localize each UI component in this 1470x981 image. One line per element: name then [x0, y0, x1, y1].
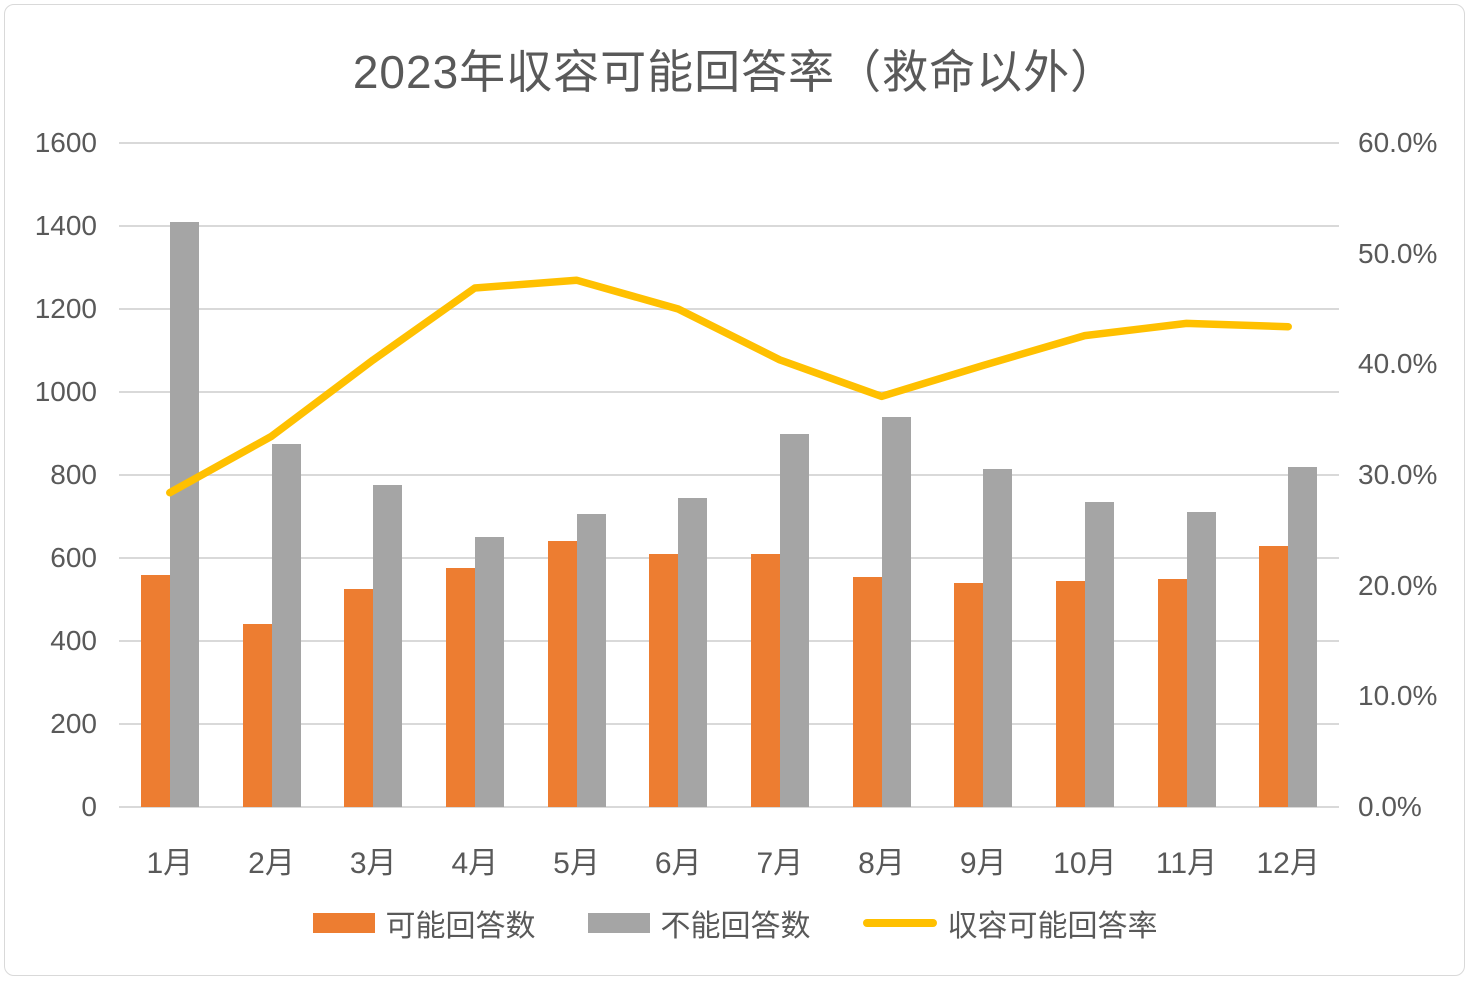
bar-impossible-answers — [678, 497, 708, 807]
legend-line-swatch-icon — [862, 919, 937, 927]
gridline — [119, 308, 1339, 310]
bar-impossible-answers — [1288, 466, 1318, 807]
x-axis-label: 7月 — [756, 847, 804, 880]
bar-possible-answers — [750, 553, 780, 807]
legend-item-rate: 収容可能回答率 — [862, 901, 1158, 945]
left-axis-tick: 1200 — [34, 293, 97, 324]
legend-label: 収容可能回答率 — [947, 910, 1158, 943]
left-axis-tick: 600 — [50, 542, 97, 573]
bar-possible-answers — [852, 576, 882, 807]
x-axis-label: 5月 — [553, 847, 600, 880]
legend: 可能回答数 不能回答数 収容可能回答率 — [0, 901, 1470, 945]
bar-possible-answers — [649, 553, 679, 807]
right-axis-tick: 20.0% — [1358, 569, 1438, 601]
gridline — [119, 557, 1339, 559]
bar-possible-answers — [140, 574, 170, 807]
gridline — [119, 391, 1339, 393]
chart-title: 2023年収容可能回答率（救命以外） — [352, 46, 1118, 98]
x-axis-label: 2月 — [248, 847, 295, 880]
legend-bar-swatch-icon — [587, 913, 650, 933]
x-axis-line — [119, 806, 1339, 808]
x-axis-label: 12月 — [1256, 847, 1320, 880]
bar-impossible-answers — [373, 485, 403, 807]
chart-frame — [4, 4, 1465, 976]
gridline — [119, 474, 1339, 476]
gridline — [119, 142, 1339, 144]
left-axis-tick: 1600 — [34, 127, 97, 158]
legend-item-impossible: 不能回答数 — [587, 901, 811, 945]
x-axis-label: 4月 — [451, 847, 499, 880]
bar-impossible-answers — [169, 221, 199, 807]
x-axis-label: 3月 — [349, 847, 397, 880]
bar-impossible-answers — [474, 537, 504, 807]
x-axis-label: 9月 — [959, 847, 1007, 880]
left-axis-tick: 200 — [50, 708, 97, 739]
x-axis-label: 10月 — [1053, 847, 1117, 880]
left-axis-tick: 800 — [50, 459, 97, 490]
bar-impossible-answers — [1186, 512, 1216, 807]
right-axis-tick: 10.0% — [1358, 680, 1438, 712]
bar-impossible-answers — [983, 468, 1013, 807]
bar-possible-answers — [242, 624, 272, 807]
right-axis-tick: 30.0% — [1358, 459, 1438, 490]
bar-impossible-answers — [271, 443, 301, 807]
right-axis-tick: 40.0% — [1358, 348, 1438, 380]
right-axis-tick: 0.0% — [1358, 791, 1422, 822]
right-axis-tick: 60.0% — [1358, 127, 1438, 158]
x-axis-label: 8月 — [858, 847, 905, 880]
left-axis-tick: 1000 — [34, 376, 97, 407]
legend-item-possible: 可能回答数 — [312, 901, 536, 945]
bar-possible-answers — [1259, 545, 1289, 807]
left-axis-tick: 1400 — [34, 210, 97, 241]
bar-possible-answers — [445, 568, 475, 807]
bar-impossible-answers — [1084, 501, 1114, 807]
legend-bar-swatch-icon — [312, 913, 375, 933]
x-axis-label: 6月 — [654, 847, 702, 880]
gridline — [119, 723, 1339, 725]
bar-impossible-answers — [881, 416, 911, 807]
right-axis-tick: 50.0% — [1358, 237, 1438, 269]
bar-possible-answers — [344, 589, 374, 807]
bar-possible-answers — [954, 582, 984, 807]
bar-possible-answers — [1157, 578, 1187, 807]
left-axis-tick: 400 — [50, 625, 97, 656]
legend-label: 不能回答数 — [660, 910, 811, 943]
left-axis-tick: 0 — [81, 791, 97, 822]
legend-label: 可能回答数 — [385, 910, 536, 943]
gridline — [119, 225, 1339, 227]
bar-impossible-answers — [779, 433, 809, 807]
bar-possible-answers — [1055, 580, 1085, 807]
x-axis-label: 11月 — [1155, 847, 1218, 880]
x-axis-label: 1月 — [146, 847, 194, 880]
gridline — [119, 640, 1339, 642]
bar-impossible-answers — [576, 514, 606, 807]
bar-possible-answers — [547, 541, 577, 807]
